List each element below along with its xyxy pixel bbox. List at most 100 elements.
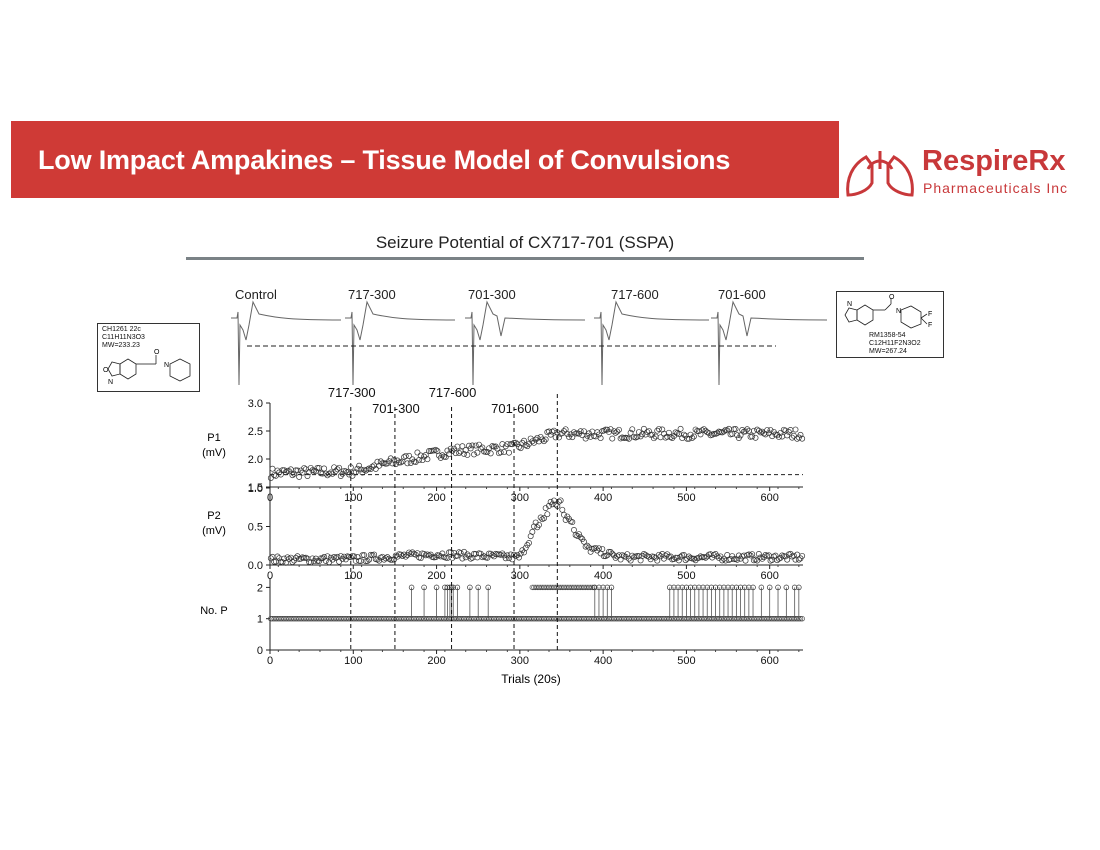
data-point xyxy=(556,498,562,505)
trace-label-701-600: 701-600 xyxy=(718,287,766,302)
data-point xyxy=(719,557,726,564)
data-point xyxy=(456,450,462,456)
data-point xyxy=(601,553,607,560)
data-point xyxy=(556,434,562,441)
panel-1-xtick-label: 300 xyxy=(511,570,529,582)
data-point xyxy=(286,468,293,475)
data-point xyxy=(301,465,308,472)
nop-spike-point xyxy=(746,584,752,591)
data-point xyxy=(459,555,466,562)
data-point xyxy=(402,553,409,560)
panel-0-xtick-label: 600 xyxy=(761,492,779,504)
data-point xyxy=(406,452,413,459)
data-point xyxy=(522,442,529,449)
panel-0-xtick-label: 200 xyxy=(427,492,445,504)
data-point xyxy=(782,427,789,434)
data-point xyxy=(629,426,636,433)
data-point xyxy=(284,554,291,561)
data-point xyxy=(587,548,594,555)
nop-spike-point xyxy=(721,584,727,591)
data-point xyxy=(506,449,512,456)
data-point xyxy=(459,443,466,450)
data-point xyxy=(542,436,549,443)
data-point xyxy=(692,426,699,433)
data-point xyxy=(489,552,496,558)
data-point xyxy=(724,427,731,434)
data-point xyxy=(282,559,289,566)
data-point xyxy=(596,431,602,438)
panel-0-ytick-label: 1.5 xyxy=(248,482,263,494)
data-point xyxy=(764,427,771,433)
data-point xyxy=(737,432,744,439)
data-point xyxy=(677,425,684,432)
nop-spike-point xyxy=(737,584,744,591)
molecule-left-atom-n: N xyxy=(164,362,169,369)
data-point xyxy=(346,471,353,478)
data-point xyxy=(467,445,474,452)
data-point xyxy=(557,497,564,504)
slide-title: Low Impact Ampakines – Tissue Model of C… xyxy=(38,145,731,175)
data-point xyxy=(401,551,408,558)
data-point xyxy=(654,557,661,564)
data-point xyxy=(269,465,276,472)
molecule-left-id: CH1261 22c xyxy=(102,326,141,333)
data-point xyxy=(689,434,696,441)
panel-0-xtick-label: 400 xyxy=(594,492,612,504)
data-point xyxy=(700,426,707,433)
nop-spike-point xyxy=(666,584,673,591)
trace-label-717-300: 717-300 xyxy=(348,287,396,302)
data-point xyxy=(364,466,371,473)
molecule-right-atom-n: N xyxy=(896,308,901,315)
data-point xyxy=(414,449,421,456)
nop-spike-point xyxy=(791,584,798,591)
data-point xyxy=(479,444,486,451)
panel-0-points xyxy=(267,425,806,481)
data-point xyxy=(546,502,552,509)
molecule-left-atom-o-ring: O xyxy=(103,367,109,374)
molecule-left-atom-o-carbonyl: O xyxy=(154,349,160,356)
nop-spike-point xyxy=(421,584,427,591)
data-point xyxy=(790,552,797,559)
data-point xyxy=(372,465,379,472)
data-point xyxy=(474,449,481,456)
data-point xyxy=(397,459,404,466)
data-point xyxy=(682,557,689,564)
data-point xyxy=(744,426,751,433)
data-point xyxy=(267,475,274,481)
data-point xyxy=(314,464,321,471)
molecule-right: O N N F F RM1358-54 C12H11F2N3O2 MW=267.… xyxy=(836,291,944,358)
data-point xyxy=(687,431,694,438)
data-point xyxy=(501,552,507,559)
panel-1-xtick-label: 100 xyxy=(344,570,362,582)
data-point xyxy=(655,551,662,558)
data-point xyxy=(512,439,519,446)
data-point xyxy=(541,515,547,522)
nop-spike-point xyxy=(733,584,740,591)
data-point xyxy=(750,427,757,434)
panel-2-xtick-label: 0 xyxy=(267,655,273,667)
data-point xyxy=(659,426,666,433)
nop-spike-point xyxy=(775,584,781,591)
data-point xyxy=(714,553,721,560)
nop-spike-point xyxy=(683,584,690,591)
panel-2-xtick-label: 500 xyxy=(677,655,695,667)
title-banner: Low Impact Ampakines – Tissue Model of C… xyxy=(11,121,839,198)
panel-2-ytick-label: 0 xyxy=(257,645,263,657)
nop-spike-point xyxy=(679,584,685,591)
data-point xyxy=(484,554,491,561)
panel-2-ytick-label: 1 xyxy=(257,614,263,626)
data-point xyxy=(469,442,476,449)
data-point xyxy=(792,426,799,433)
data-point xyxy=(735,552,742,559)
data-point xyxy=(501,449,507,455)
nop-spike-point xyxy=(450,584,456,591)
data-point xyxy=(584,542,591,549)
data-point xyxy=(765,430,772,437)
data-point xyxy=(502,555,509,562)
nop-spike-point xyxy=(600,584,606,591)
data-point xyxy=(526,540,532,546)
nop-spike-point xyxy=(592,584,598,591)
data-point xyxy=(366,556,373,563)
data-point xyxy=(639,431,646,438)
data-point xyxy=(784,432,791,439)
